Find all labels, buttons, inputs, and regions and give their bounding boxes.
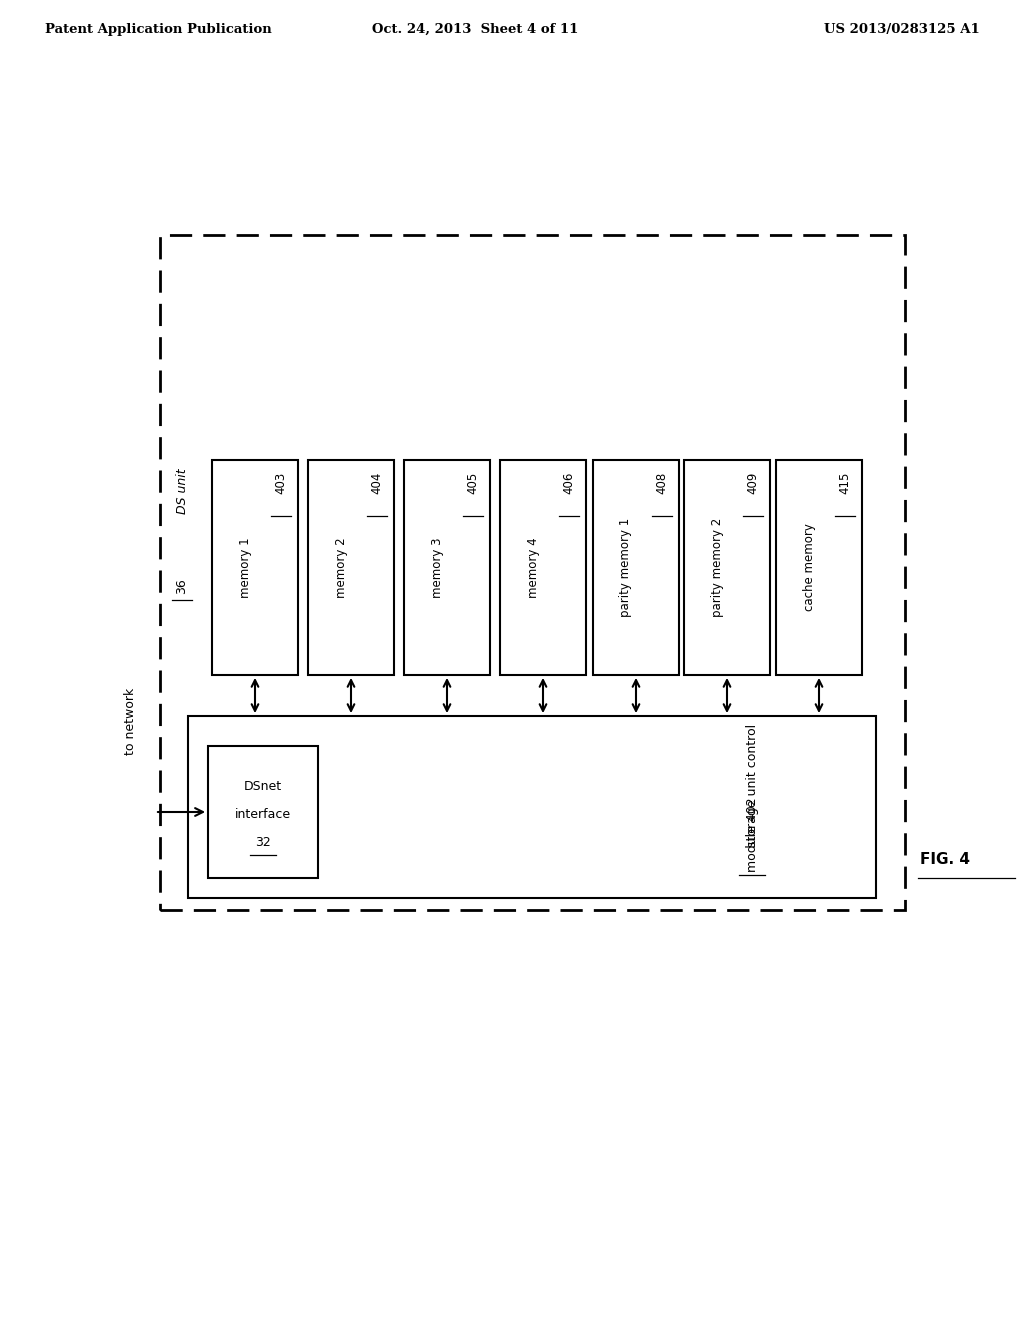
Text: storage unit control: storage unit control (745, 723, 759, 846)
Text: 415: 415 (839, 473, 852, 495)
Text: FIG. 4: FIG. 4 (920, 853, 970, 867)
Text: 32: 32 (255, 836, 271, 849)
Bar (500, 459, 586, 675)
Text: memory 2: memory 2 (335, 537, 347, 598)
Bar (212, 459, 298, 675)
Text: DS unit: DS unit (175, 469, 188, 515)
Text: Oct. 24, 2013  Sheet 4 of 11: Oct. 24, 2013 Sheet 4 of 11 (372, 22, 579, 36)
Text: 405: 405 (467, 473, 479, 494)
Bar (308, 459, 394, 675)
Text: cache memory: cache memory (803, 524, 815, 611)
Bar (776, 459, 862, 675)
Text: module 402: module 402 (745, 797, 759, 873)
Text: to network: to network (124, 688, 136, 755)
Text: interface: interface (234, 808, 291, 821)
Text: 409: 409 (746, 473, 760, 495)
Text: memory 1: memory 1 (239, 537, 252, 598)
Text: 408: 408 (655, 473, 669, 494)
Text: 406: 406 (562, 473, 575, 495)
Text: parity memory 1: parity memory 1 (620, 517, 633, 618)
Bar (188, 715, 876, 898)
Text: 36: 36 (175, 578, 188, 594)
Text: DSnet: DSnet (244, 780, 282, 793)
Bar (208, 746, 318, 878)
Text: US 2013/0283125 A1: US 2013/0283125 A1 (824, 22, 980, 36)
Bar (160, 235, 905, 909)
Text: parity memory 2: parity memory 2 (711, 517, 724, 618)
Text: memory 3: memory 3 (430, 537, 443, 598)
Bar (684, 459, 770, 675)
Bar (593, 459, 679, 675)
Text: 403: 403 (274, 473, 288, 494)
Text: 404: 404 (371, 473, 384, 495)
Text: memory 4: memory 4 (526, 537, 540, 598)
Text: Patent Application Publication: Patent Application Publication (45, 22, 271, 36)
Bar (404, 459, 490, 675)
